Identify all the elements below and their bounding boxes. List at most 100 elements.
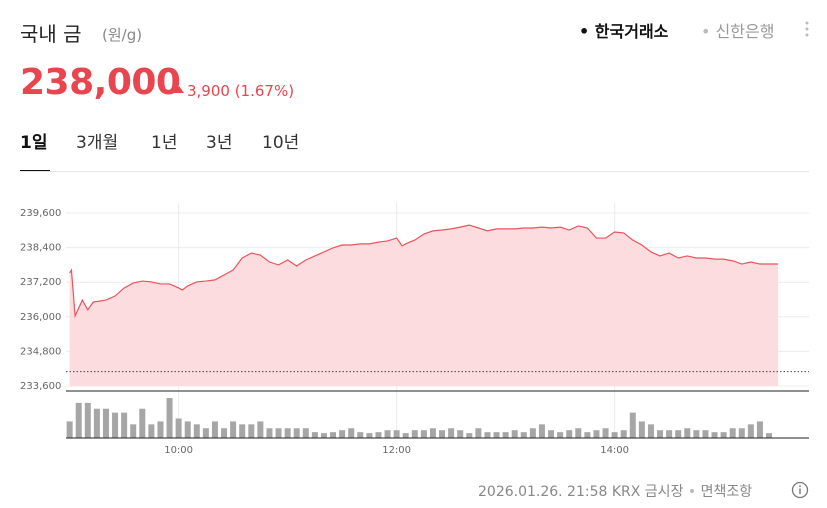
price-area	[69, 225, 779, 386]
unit: (원/g)	[102, 26, 143, 44]
volume-bar	[484, 432, 491, 438]
timestamp: 2026.01.26. 21:58 KRX 금시장	[478, 484, 684, 500]
volume-bar	[330, 432, 337, 438]
y-tick-label: 237,200	[20, 277, 61, 288]
source-label: 한국거래소	[594, 22, 669, 41]
volume-bar	[675, 430, 682, 438]
volume-bar	[647, 424, 654, 438]
volume-bar	[620, 430, 627, 438]
disclaimer[interactable]: 면책조항	[700, 484, 753, 500]
y-tick-label: 239,600	[20, 208, 61, 219]
up-arrow	[174, 86, 184, 93]
volume-bar	[121, 412, 128, 438]
volume-bar	[339, 430, 346, 438]
volume-bar	[402, 433, 409, 438]
source-label: 신한은행	[715, 22, 775, 41]
volume-bar	[457, 430, 464, 438]
tab-selected[interactable]: 1일	[20, 133, 48, 153]
tab[interactable]: 10년	[262, 133, 300, 153]
volume-bar	[366, 433, 373, 438]
chart: 239,600 238,400 237,200 236,000 234,800 233,6…	[20, 203, 809, 456]
volume-bar	[756, 421, 763, 438]
volume-bar	[420, 430, 427, 438]
volume-bar	[102, 408, 109, 438]
volume-bar	[184, 421, 191, 438]
volume-bar	[66, 421, 73, 438]
tab[interactable]: 1년	[151, 133, 178, 153]
volume-bar	[384, 430, 391, 438]
volume-bar	[93, 408, 100, 438]
price: 238,000	[20, 62, 181, 103]
volume-bar	[112, 412, 119, 438]
volume-bar	[130, 424, 137, 438]
title: 국내 금	[20, 22, 82, 46]
y-tick-label: 233,600	[20, 381, 61, 392]
volume-bar	[248, 424, 255, 438]
volume-bar	[538, 424, 545, 438]
volume-bar	[284, 428, 291, 438]
volume-bar	[702, 430, 709, 438]
volume-bar	[157, 421, 164, 438]
volume-bar	[211, 421, 218, 438]
y-tick-label: 236,000	[20, 312, 61, 323]
source-selected[interactable]: • 한국거래소	[579, 22, 669, 41]
tab[interactable]: 3개월	[76, 133, 119, 153]
volume-bar	[311, 432, 318, 438]
volume-bar	[239, 424, 246, 438]
volume-bar	[493, 432, 500, 438]
volume-bar	[529, 428, 536, 438]
volume-bar	[666, 430, 673, 438]
price-line	[69, 224, 779, 319]
x-tick-label: 10:00	[164, 445, 193, 456]
volume-bar	[175, 418, 182, 438]
source-option[interactable]: • 신한은행	[701, 22, 775, 41]
volume-bar	[202, 428, 209, 438]
volume-bar	[738, 428, 745, 438]
volume-bar	[293, 428, 300, 438]
volume-bar	[266, 428, 273, 438]
volume-bar	[684, 428, 691, 438]
volume-bar	[275, 428, 282, 438]
volume-bar	[629, 412, 636, 438]
volume-bar	[611, 432, 618, 438]
divider	[20, 171, 809, 172]
volume-bar	[193, 424, 200, 438]
x-tick-label: 14:00	[600, 445, 629, 456]
volume-bar	[602, 428, 609, 438]
volume-bar	[75, 402, 82, 438]
footer: 2026.01.26. 21:58 KRX 금시장 • 면책조항	[478, 484, 753, 500]
tab[interactable]: 3년	[206, 133, 233, 153]
volume-bar	[593, 430, 600, 438]
volume-bar	[747, 424, 754, 438]
volume-bar	[375, 432, 382, 438]
volume-bar	[466, 433, 473, 438]
volume-bar	[557, 432, 564, 438]
y-tick-label: 238,400	[20, 243, 61, 254]
volume-bar	[475, 428, 482, 438]
change: 3,900 (1.67%)	[187, 82, 295, 100]
volume-bar	[257, 421, 264, 438]
volume-bar	[302, 428, 309, 438]
volume-bar	[720, 432, 727, 438]
volume-bar	[575, 428, 582, 438]
volume-bar	[729, 428, 736, 438]
volume-bar	[166, 398, 173, 438]
volume-bar	[566, 430, 573, 438]
volume-bar	[357, 432, 364, 438]
more-menu[interactable]	[803, 20, 811, 40]
volume-bar	[148, 424, 155, 438]
volume-bar	[320, 433, 327, 438]
volume-bar	[411, 430, 418, 438]
volume-bar	[638, 421, 645, 438]
volume-bar	[511, 430, 518, 438]
volume-bar	[221, 428, 228, 438]
info-icon[interactable]	[791, 481, 809, 499]
x-tick-label: 12:00	[382, 445, 411, 456]
volume-bar	[348, 428, 355, 438]
volume-bar	[448, 428, 455, 438]
volume-bar	[693, 430, 700, 438]
volume-bar	[520, 432, 527, 438]
volume-bar	[230, 421, 237, 438]
volume-bar	[548, 430, 555, 438]
